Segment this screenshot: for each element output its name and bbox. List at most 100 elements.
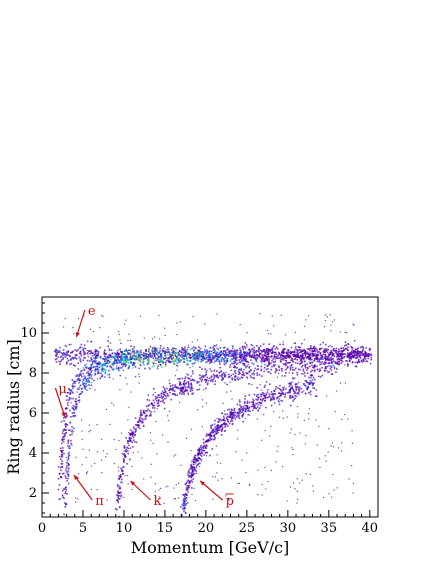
data-point [128, 433, 131, 435]
data-point [166, 359, 168, 362]
data-point [204, 354, 207, 357]
data-point [104, 369, 107, 371]
data-point [201, 368, 203, 370]
data-point [287, 351, 290, 354]
data-point [201, 399, 203, 401]
data-point [309, 358, 312, 361]
data-point [220, 434, 223, 436]
data-point [207, 358, 210, 361]
data-point [163, 358, 165, 360]
data-point [54, 358, 57, 361]
data-point [266, 359, 269, 362]
data-point [270, 356, 273, 358]
data-point [189, 354, 191, 357]
data-point [200, 448, 202, 451]
data-point [291, 366, 294, 369]
data-point [135, 430, 137, 432]
data-point [218, 425, 221, 427]
data-point [123, 461, 125, 463]
data-point [223, 354, 226, 356]
data-point [142, 352, 145, 354]
data-point [128, 365, 131, 367]
data-point [319, 356, 322, 359]
data-point [310, 381, 313, 383]
data-point [191, 493, 193, 495]
data-point [232, 352, 234, 355]
data-point [78, 394, 81, 396]
data-point [261, 375, 263, 377]
data-point [231, 418, 233, 421]
data-point [67, 467, 70, 469]
data-point [260, 368, 263, 371]
data-point [309, 363, 311, 365]
data-point [262, 358, 264, 361]
data-point [87, 379, 90, 381]
data-point [133, 362, 136, 364]
data-point [182, 494, 185, 496]
data-point [338, 359, 341, 361]
data-point [357, 353, 360, 356]
data-point [172, 352, 174, 354]
data-point [251, 348, 254, 350]
data-point [273, 390, 276, 392]
data-point [333, 360, 335, 362]
data-point [359, 351, 362, 353]
data-point [239, 355, 241, 358]
data-point [319, 358, 321, 360]
data-point [197, 409, 199, 411]
data-point [303, 383, 305, 385]
data-point [155, 399, 158, 402]
data-point [138, 359, 140, 361]
data-point [185, 386, 187, 388]
data-point [117, 497, 120, 500]
data-point [335, 351, 337, 353]
data-point [313, 370, 316, 373]
data-point [192, 315, 194, 318]
data-point [258, 347, 260, 350]
data-point [107, 355, 109, 358]
data-point [210, 376, 213, 379]
data-point [307, 352, 310, 354]
data-point [80, 361, 82, 363]
data-point [346, 343, 349, 345]
arrow-head [75, 332, 80, 337]
data-point [224, 359, 227, 362]
data-point [132, 433, 134, 435]
data-point [308, 418, 310, 420]
data-point [247, 363, 249, 366]
data-point [327, 359, 329, 361]
data-point [67, 470, 70, 473]
data-point [167, 357, 169, 359]
data-point [255, 394, 258, 396]
data-point [231, 420, 234, 422]
data-point [244, 404, 246, 407]
data-point [258, 401, 260, 403]
data-point [219, 363, 221, 365]
data-point [112, 378, 114, 380]
data-point [243, 357, 245, 359]
data-point [280, 368, 283, 370]
data-point [263, 394, 265, 397]
data-point [324, 362, 327, 364]
data-point [178, 361, 180, 363]
data-point [215, 445, 217, 447]
data-point [204, 357, 206, 360]
data-point [335, 349, 338, 352]
data-point [155, 357, 158, 359]
data-point [188, 382, 190, 385]
data-point [330, 445, 332, 447]
data-point [238, 410, 241, 413]
data-point [271, 348, 273, 351]
data-point [129, 447, 132, 449]
data-point [109, 356, 111, 358]
data-point [213, 430, 216, 433]
data-point [265, 368, 268, 371]
data-point [269, 348, 272, 351]
data-point [198, 381, 200, 383]
data-point [183, 497, 186, 500]
data-point [125, 377, 127, 379]
data-point [236, 363, 238, 365]
data-point [160, 357, 163, 360]
data-point [256, 399, 259, 401]
data-point [249, 410, 251, 412]
